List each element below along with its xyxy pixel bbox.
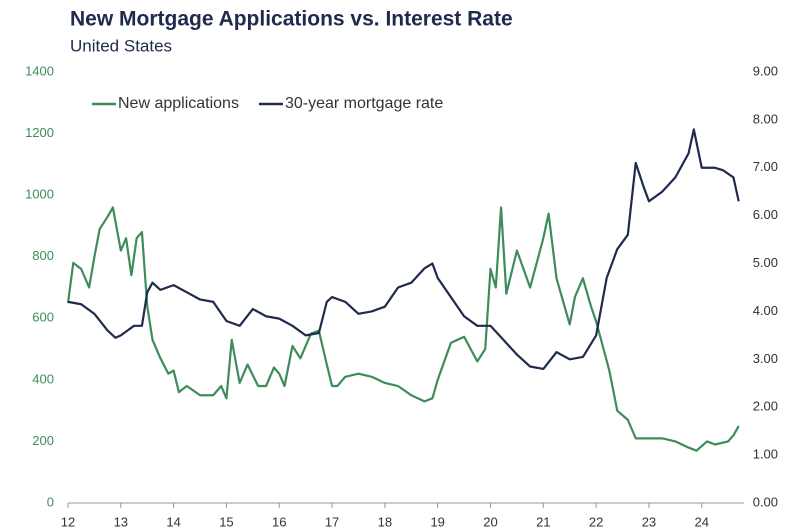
y2-tick-label: 4.00	[753, 303, 778, 318]
legend-label: New applications	[118, 95, 239, 112]
y2-tick-label: 0.00	[753, 494, 778, 509]
series-line	[67, 128, 740, 371]
x-tick-label: 14	[166, 514, 180, 529]
x-tick-label: 18	[378, 514, 392, 529]
series-line	[66, 206, 740, 452]
y-tick-label: 1400	[25, 63, 54, 78]
y2-tick-label: 2.00	[753, 399, 778, 414]
y2-tick-label: 1.00	[753, 447, 778, 462]
y-tick-label: 1000	[25, 187, 54, 202]
y-tick-label: 1200	[25, 125, 54, 140]
x-tick-label: 17	[325, 514, 339, 529]
y2-tick-label: 6.00	[753, 207, 778, 222]
y-tick-label: 0	[47, 494, 54, 509]
x-tick-label: 23	[642, 514, 656, 529]
x-tick-label: 15	[219, 514, 233, 529]
y2-tick-label: 8.00	[753, 111, 778, 126]
y2-tick-label: 7.00	[753, 159, 778, 174]
chart-subtitle: United States	[70, 36, 172, 55]
x-tick-label: 20	[483, 514, 497, 529]
legend-label: 30-year mortgage rate	[285, 95, 443, 112]
y-tick-label: 600	[32, 310, 54, 325]
x-tick-label: 12	[61, 514, 75, 529]
x-tick-label: 19	[430, 514, 444, 529]
x-tick-label: 24	[695, 514, 709, 529]
y2-tick-label: 5.00	[753, 255, 778, 270]
x-tick-label: 21	[536, 514, 550, 529]
x-tick-label: 16	[272, 514, 286, 529]
y-tick-label: 800	[32, 248, 54, 263]
y-tick-label: 400	[32, 371, 54, 386]
y2-tick-label: 3.00	[753, 351, 778, 366]
x-tick-label: 22	[589, 514, 603, 529]
y2-tick-label: 9.00	[753, 63, 778, 78]
x-tick-label: 13	[114, 514, 128, 529]
chart-title: New Mortgage Applications vs. Interest R…	[70, 8, 513, 31]
y-tick-label: 200	[32, 433, 54, 448]
